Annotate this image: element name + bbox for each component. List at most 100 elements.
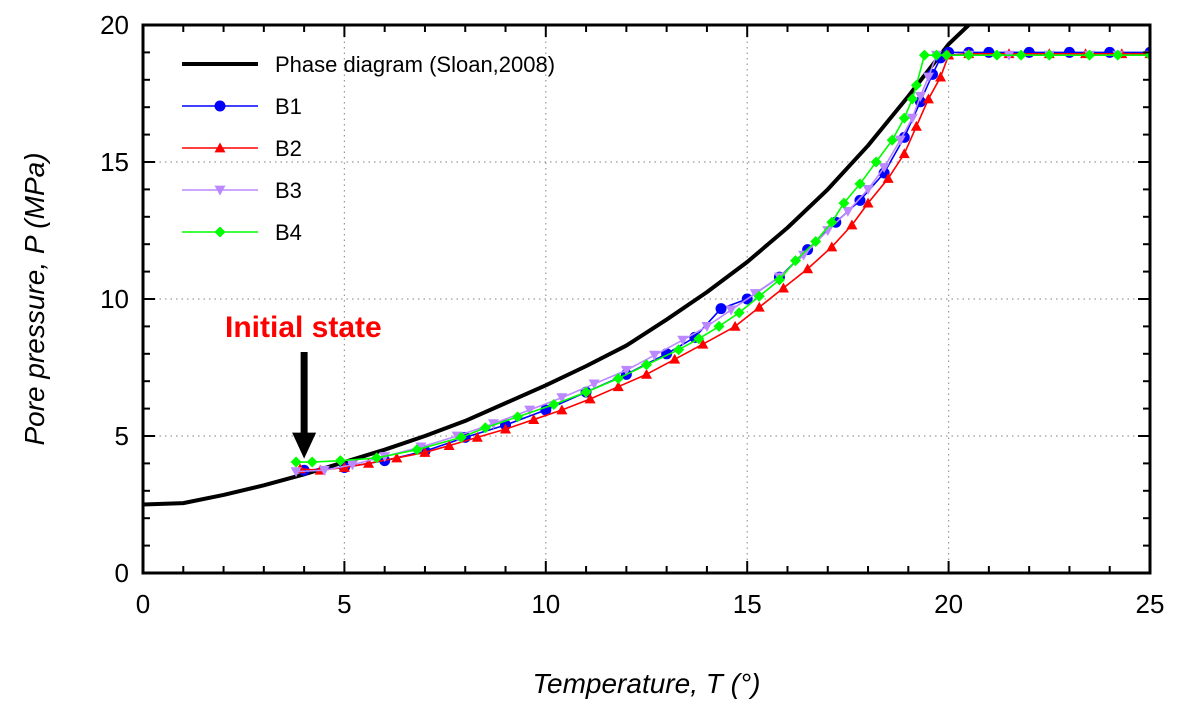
data-point-b4: [733, 307, 745, 319]
axes-layer: 0 5 10 15 20 25 0 5 10 15 20 Temperature, T (°) Pore…: [19, 10, 1164, 699]
legend-label-b2: B2: [275, 136, 302, 161]
data-point-b3: [649, 350, 661, 361]
data-point-b4: [854, 178, 866, 190]
x-tick-label: 0: [136, 589, 150, 619]
data-point-b3: [524, 405, 536, 416]
series-line-phase-diagram-sloan-2008: [143, 25, 971, 507]
data-point-b2: [729, 320, 741, 331]
data-point-b4: [306, 456, 318, 468]
data-point-b4: [991, 49, 1003, 61]
data-point-b4: [931, 49, 943, 61]
data-point-b3: [798, 250, 810, 261]
data-point-b3: [290, 467, 302, 478]
data-point-b3: [620, 365, 632, 376]
data-point-b3: [906, 113, 918, 124]
data-point-b3: [842, 206, 854, 217]
x-tick-label: 5: [337, 589, 351, 619]
data-point-b2: [910, 120, 922, 131]
data-point-b4: [455, 431, 467, 443]
x-tick-label: 20: [934, 589, 963, 619]
data-point-b2: [826, 241, 838, 252]
data-point-b3: [588, 379, 600, 390]
data-point-b3: [556, 393, 568, 404]
legend-label-phase-diagram-sloan-2008: Phase diagram (Sloan,2008): [275, 52, 555, 77]
data-point-b4: [910, 79, 922, 91]
data-point-b4: [886, 134, 898, 146]
data-point-b4: [673, 344, 685, 356]
data-point-b4: [826, 216, 838, 228]
data-point-b2: [935, 71, 947, 82]
legend-marker-b2: [214, 142, 226, 153]
data-point-b2: [419, 446, 431, 457]
y-tick-label: 20: [100, 10, 129, 40]
data-point-b4: [411, 444, 423, 456]
data-point-b4: [713, 320, 725, 332]
data-point-b2: [612, 381, 624, 392]
data-point-b4: [963, 49, 975, 61]
data-point-b4: [753, 290, 765, 302]
grid-layer: [143, 25, 1150, 573]
data-point-b3: [822, 226, 834, 236]
data-point-b4: [612, 372, 624, 384]
data-point-b4: [1112, 49, 1124, 61]
x-tick-label: 10: [531, 589, 560, 619]
data-point-b2: [882, 172, 894, 183]
data-point-b4: [1084, 49, 1096, 61]
data-point-b4: [838, 197, 850, 209]
data-point-b2: [669, 353, 681, 364]
legend-label-b4: B4: [275, 220, 302, 245]
series-layer: [143, 25, 1150, 507]
data-point-b2: [922, 93, 934, 104]
data-point-b4: [641, 359, 652, 371]
data-point-b4: [371, 452, 383, 464]
y-tick-label: 5: [115, 421, 129, 451]
data-point-b4: [918, 49, 930, 61]
x-axis-title: Temperature, T (°): [532, 668, 760, 699]
y-tick-label: 15: [100, 147, 129, 177]
data-point-b2: [862, 197, 874, 208]
data-point-b4: [548, 398, 560, 410]
data-point-b3: [415, 442, 427, 453]
data-point-b2: [471, 431, 483, 442]
legend-marker-b1: [214, 100, 226, 112]
legend: Phase diagram (Sloan,2008) B1 B2 B3 B4: [182, 52, 555, 245]
data-point-b1: [854, 194, 866, 206]
data-point-b3: [318, 465, 330, 476]
data-point-b1: [715, 303, 727, 315]
y-tick-label: 0: [115, 558, 129, 588]
data-point-b4: [1015, 49, 1027, 61]
data-point-b4: [870, 156, 882, 168]
annotation-layer: Initial state: [225, 311, 382, 459]
y-axis-title: Pore pressure, P (MPa): [19, 152, 50, 445]
data-point-b2: [697, 338, 709, 349]
data-point-b4: [479, 422, 491, 434]
data-point-b4: [512, 411, 524, 423]
data-point-b4: [906, 93, 918, 105]
legend-marker-b3: [214, 185, 226, 196]
data-point-b3: [379, 452, 391, 463]
x-tick-label: 25: [1136, 589, 1165, 619]
data-point-b2: [556, 404, 568, 415]
data-point-b3: [878, 163, 890, 173]
data-point-b4: [810, 235, 822, 247]
data-point-b2: [802, 263, 814, 274]
data-point-b1: [540, 404, 552, 416]
data-point-b2: [641, 368, 652, 379]
data-point-b2: [777, 282, 789, 293]
data-point-b4: [580, 386, 592, 398]
data-point-b4: [898, 112, 910, 124]
data-point-b4: [334, 455, 346, 467]
data-point-b3: [922, 72, 934, 83]
y-tick-label: 10: [100, 284, 129, 314]
legend-label-b3: B3: [275, 178, 302, 203]
data-point-b4: [790, 255, 802, 267]
annotation-arrow-head: [292, 432, 317, 459]
data-point-b3: [862, 185, 874, 195]
data-point-b4: [773, 274, 785, 286]
legend-label-b1: B1: [275, 94, 302, 119]
data-point-b3: [894, 135, 906, 146]
data-point-b3: [677, 335, 689, 346]
